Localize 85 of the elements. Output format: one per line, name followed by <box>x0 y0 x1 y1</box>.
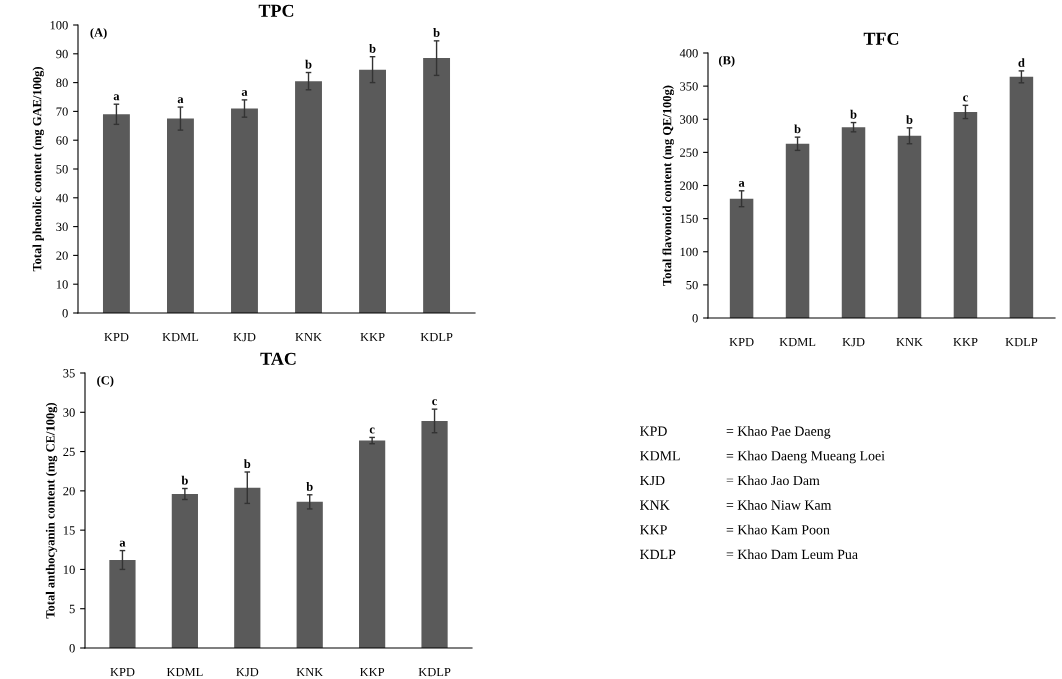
y-tick-label: 15 <box>63 526 75 535</box>
x-tick-label: KDLP <box>418 667 451 677</box>
y-tick-label: 60 <box>56 136 68 145</box>
y-tick-label: 5 <box>69 604 75 614</box>
annotation: d <box>1018 58 1025 67</box>
annotation: a <box>119 540 126 547</box>
x-tick-label: KDML <box>166 667 203 677</box>
text: KJD <box>640 475 665 486</box>
annotation: (A) <box>90 27 107 40</box>
y-tick-label: 30 <box>63 408 75 417</box>
y-tick-label: 300 <box>680 115 698 124</box>
x-tick-label: KPD <box>729 337 754 347</box>
y-tick-label: 150 <box>680 214 698 224</box>
annotation: b <box>794 124 801 134</box>
x-tick-label: KPD <box>110 667 135 677</box>
y-tick-label: 10 <box>56 280 68 289</box>
x-tick-label: KDML <box>162 332 199 342</box>
y-tick-label: 70 <box>56 107 68 116</box>
annotation: a <box>177 97 184 104</box>
annotation: a <box>113 94 120 101</box>
y-axis-title: Total flavonoid content (mg QE/100g) <box>662 85 674 286</box>
x-tick-label: KDLP <box>420 332 453 342</box>
y-tick-label: 50 <box>56 165 68 174</box>
y-tick-label: 50 <box>686 280 698 290</box>
text: = Khao Jao Dam <box>726 475 820 486</box>
x-tick-label: KKP <box>953 337 978 347</box>
annotation: c <box>432 399 438 406</box>
x-tick-label: KJD <box>233 332 256 342</box>
y-tick-label: 35 <box>63 369 75 378</box>
annotation: (B) <box>718 55 735 67</box>
x-tick-label: KNK <box>896 337 923 347</box>
annotation: a <box>241 89 248 96</box>
annotation: b <box>306 482 313 491</box>
y-tick-label: 100 <box>50 21 68 30</box>
text: KKP <box>640 525 667 535</box>
text: = Khao Kam Poon <box>726 524 830 535</box>
x-tick-label: KKP <box>359 667 385 677</box>
annotation: b <box>433 28 440 37</box>
y-tick-label: 80 <box>56 78 68 88</box>
text: = Khao Pae Daeng <box>726 426 831 439</box>
x-tick-label: KPD <box>104 332 129 342</box>
text: KPD <box>640 426 667 436</box>
x-tick-label: KKP <box>360 332 385 342</box>
text: KDML <box>640 451 680 461</box>
annotation: b <box>850 109 857 119</box>
x-tick-label: KDLP <box>1005 337 1038 347</box>
x-tick-label: KNK <box>295 332 322 342</box>
text: = Khao Dam Leum Pua <box>726 549 858 560</box>
annotation: a <box>738 180 745 187</box>
y-tick-label: 250 <box>680 148 698 157</box>
annotation: b <box>243 459 251 469</box>
annotation: c <box>963 95 968 102</box>
y-tick-label: 100 <box>680 247 698 257</box>
y-tick-label: 400 <box>679 49 698 58</box>
y-tick-label: 10 <box>63 565 75 574</box>
chart-title: TAC <box>260 352 296 365</box>
y-tick-label: 30 <box>56 222 68 232</box>
y-tick-label: 25 <box>63 447 75 457</box>
annotation: c <box>369 427 375 434</box>
text: KDLP <box>640 549 676 559</box>
annotation: b <box>305 59 312 69</box>
y-tick-label: 20 <box>56 251 68 260</box>
x-tick-label: KDML <box>779 337 816 347</box>
y-axis-title: Total phenolic content (mg GAE/100g) <box>32 67 44 272</box>
y-axis-title: Total anthocyanin content (mg CE/100g) <box>45 402 58 619</box>
chart-title: TFC <box>863 32 899 45</box>
x-tick-label: KJD <box>842 337 865 347</box>
y-tick-label: 0 <box>69 644 75 653</box>
annotation: b <box>181 475 188 485</box>
annotation: b <box>906 115 913 124</box>
y-tick-label: 0 <box>692 314 698 323</box>
annotation: b <box>369 43 376 53</box>
text: = Khao Daeng Mueang Loei <box>726 450 885 464</box>
chart-title: TPC <box>258 4 294 17</box>
y-tick-label: 40 <box>56 193 68 203</box>
text: KNK <box>640 500 670 510</box>
y-tick-label: 200 <box>680 181 698 190</box>
y-tick-label: 20 <box>63 486 75 496</box>
annotation: (C) <box>97 375 114 388</box>
text: = Khao Niaw Kam <box>726 500 832 510</box>
x-tick-label: KJD <box>236 667 259 677</box>
x-tick-label: KNK <box>296 667 324 677</box>
y-tick-label: 350 <box>680 82 698 91</box>
y-tick-label: 0 <box>62 309 68 318</box>
y-tick-label: 90 <box>56 49 68 59</box>
